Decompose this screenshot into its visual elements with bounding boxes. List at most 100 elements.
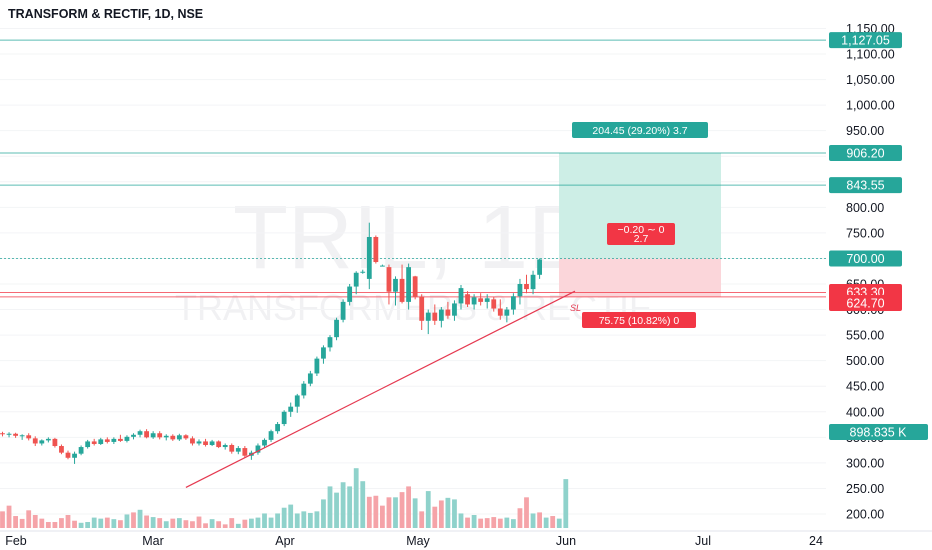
candle-body — [347, 286, 353, 302]
volume-bar — [314, 511, 320, 528]
y-tick-label: 250.00 — [846, 482, 884, 496]
volume-bar — [6, 505, 12, 528]
y-tick-label: 550.00 — [846, 329, 884, 343]
level-badge: 624.70 — [846, 297, 884, 311]
volume-bar — [294, 513, 300, 528]
candle-body — [465, 294, 470, 305]
volume-bar — [268, 517, 274, 528]
volume-bar — [432, 506, 438, 528]
candle-body — [478, 298, 484, 302]
volume-bar — [373, 495, 379, 528]
y-tick-label: 1,050.00 — [846, 73, 895, 87]
price-axis[interactable]: 200.00250.00300.00350.00400.00450.00500.… — [846, 22, 895, 522]
candle-body — [419, 296, 425, 321]
volume-bar — [104, 517, 110, 528]
level-badge-bg — [829, 32, 902, 49]
candle-body — [98, 439, 104, 444]
candle-body — [255, 445, 261, 453]
volume-bar — [334, 492, 339, 528]
x-tick-label: Feb — [5, 534, 27, 548]
volume-bar — [0, 511, 5, 528]
candle-body — [203, 441, 208, 446]
candlesticks — [0, 222, 542, 464]
trendline-layer[interactable] — [185, 290, 576, 488]
center-label-1: −0.20 ∼ 0 — [617, 224, 664, 236]
candle-body — [183, 435, 189, 439]
candle-body — [170, 435, 176, 440]
y-tick-label: 1,000.00 — [846, 99, 895, 113]
volume-bar — [196, 516, 202, 528]
candle-body — [458, 288, 464, 304]
volume-bar — [203, 523, 208, 528]
volume-bar — [235, 523, 241, 528]
candle-body — [111, 438, 117, 442]
time-axis[interactable]: Feb Mar Apr May Jun Jul 24 — [0, 530, 932, 548]
candle-body — [268, 431, 274, 440]
y-tick-label: 800.00 — [846, 201, 884, 215]
stop-label-bg — [582, 312, 696, 328]
candle-body — [380, 265, 385, 267]
candle-body — [275, 424, 280, 432]
candle-body — [288, 406, 294, 412]
candle-body — [242, 448, 248, 456]
candle-body — [13, 433, 18, 436]
volume-bar — [65, 515, 71, 528]
volume-bar — [262, 513, 267, 528]
volume-bar — [45, 522, 51, 528]
level-badge-bg — [829, 295, 902, 311]
volume-bar — [72, 520, 77, 528]
candle-body — [144, 431, 149, 438]
volume-bar — [255, 517, 261, 528]
volume-bar — [275, 513, 280, 528]
volume-bar — [380, 505, 385, 528]
candle-body — [157, 433, 163, 438]
volume-bar — [425, 491, 431, 528]
sl-label: SL — [570, 303, 581, 313]
volume-bar — [524, 497, 529, 528]
y-tick-label: 750.00 — [846, 226, 884, 240]
volume-bar — [360, 481, 366, 528]
volume-bars — [0, 468, 569, 528]
candle-body — [124, 436, 130, 441]
candle-body — [412, 276, 418, 297]
candle-body — [262, 439, 267, 446]
y-tick-label: 300.00 — [846, 456, 884, 470]
volume-bar — [249, 518, 254, 528]
candle-body — [471, 297, 477, 305]
candle-body — [196, 441, 202, 444]
x-tick-label: Apr — [275, 534, 294, 548]
volume-bar — [52, 522, 58, 528]
y-tick-label: 200.00 — [846, 508, 884, 522]
candle-body — [0, 433, 5, 435]
candle-body — [321, 347, 326, 359]
volume-bar — [216, 521, 222, 528]
candle-body — [222, 445, 228, 448]
position-zones[interactable] — [559, 153, 721, 297]
volume-bar — [504, 517, 510, 528]
candle-body — [491, 299, 497, 309]
volume-bar — [144, 515, 149, 528]
volume-bar — [26, 510, 32, 528]
candle-body — [484, 298, 490, 302]
x-tick-label: May — [406, 534, 430, 548]
volume-bar — [209, 519, 215, 528]
candle-body — [537, 259, 542, 275]
candle-body — [104, 439, 110, 442]
volume-bar — [327, 486, 333, 528]
candle-body — [373, 236, 379, 263]
level-badge: 843.55 — [846, 179, 884, 193]
volume-bar — [176, 518, 182, 528]
volume-bar — [281, 507, 287, 528]
volume-bar — [59, 518, 64, 528]
volume-bar — [118, 520, 123, 528]
candle-body — [497, 308, 503, 316]
volume-bar — [91, 517, 97, 528]
candle-body — [72, 453, 77, 458]
candle-body — [393, 278, 398, 292]
volume-bar — [419, 511, 425, 528]
candle-body — [511, 296, 516, 310]
volume-bar — [471, 515, 477, 528]
volume-bar — [406, 486, 411, 528]
volume-bar — [301, 511, 307, 528]
